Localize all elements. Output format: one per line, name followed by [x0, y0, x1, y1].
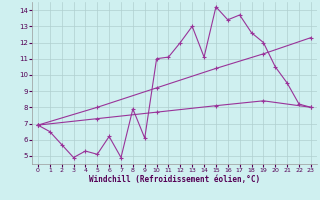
X-axis label: Windchill (Refroidissement éolien,°C): Windchill (Refroidissement éolien,°C) [89, 175, 260, 184]
